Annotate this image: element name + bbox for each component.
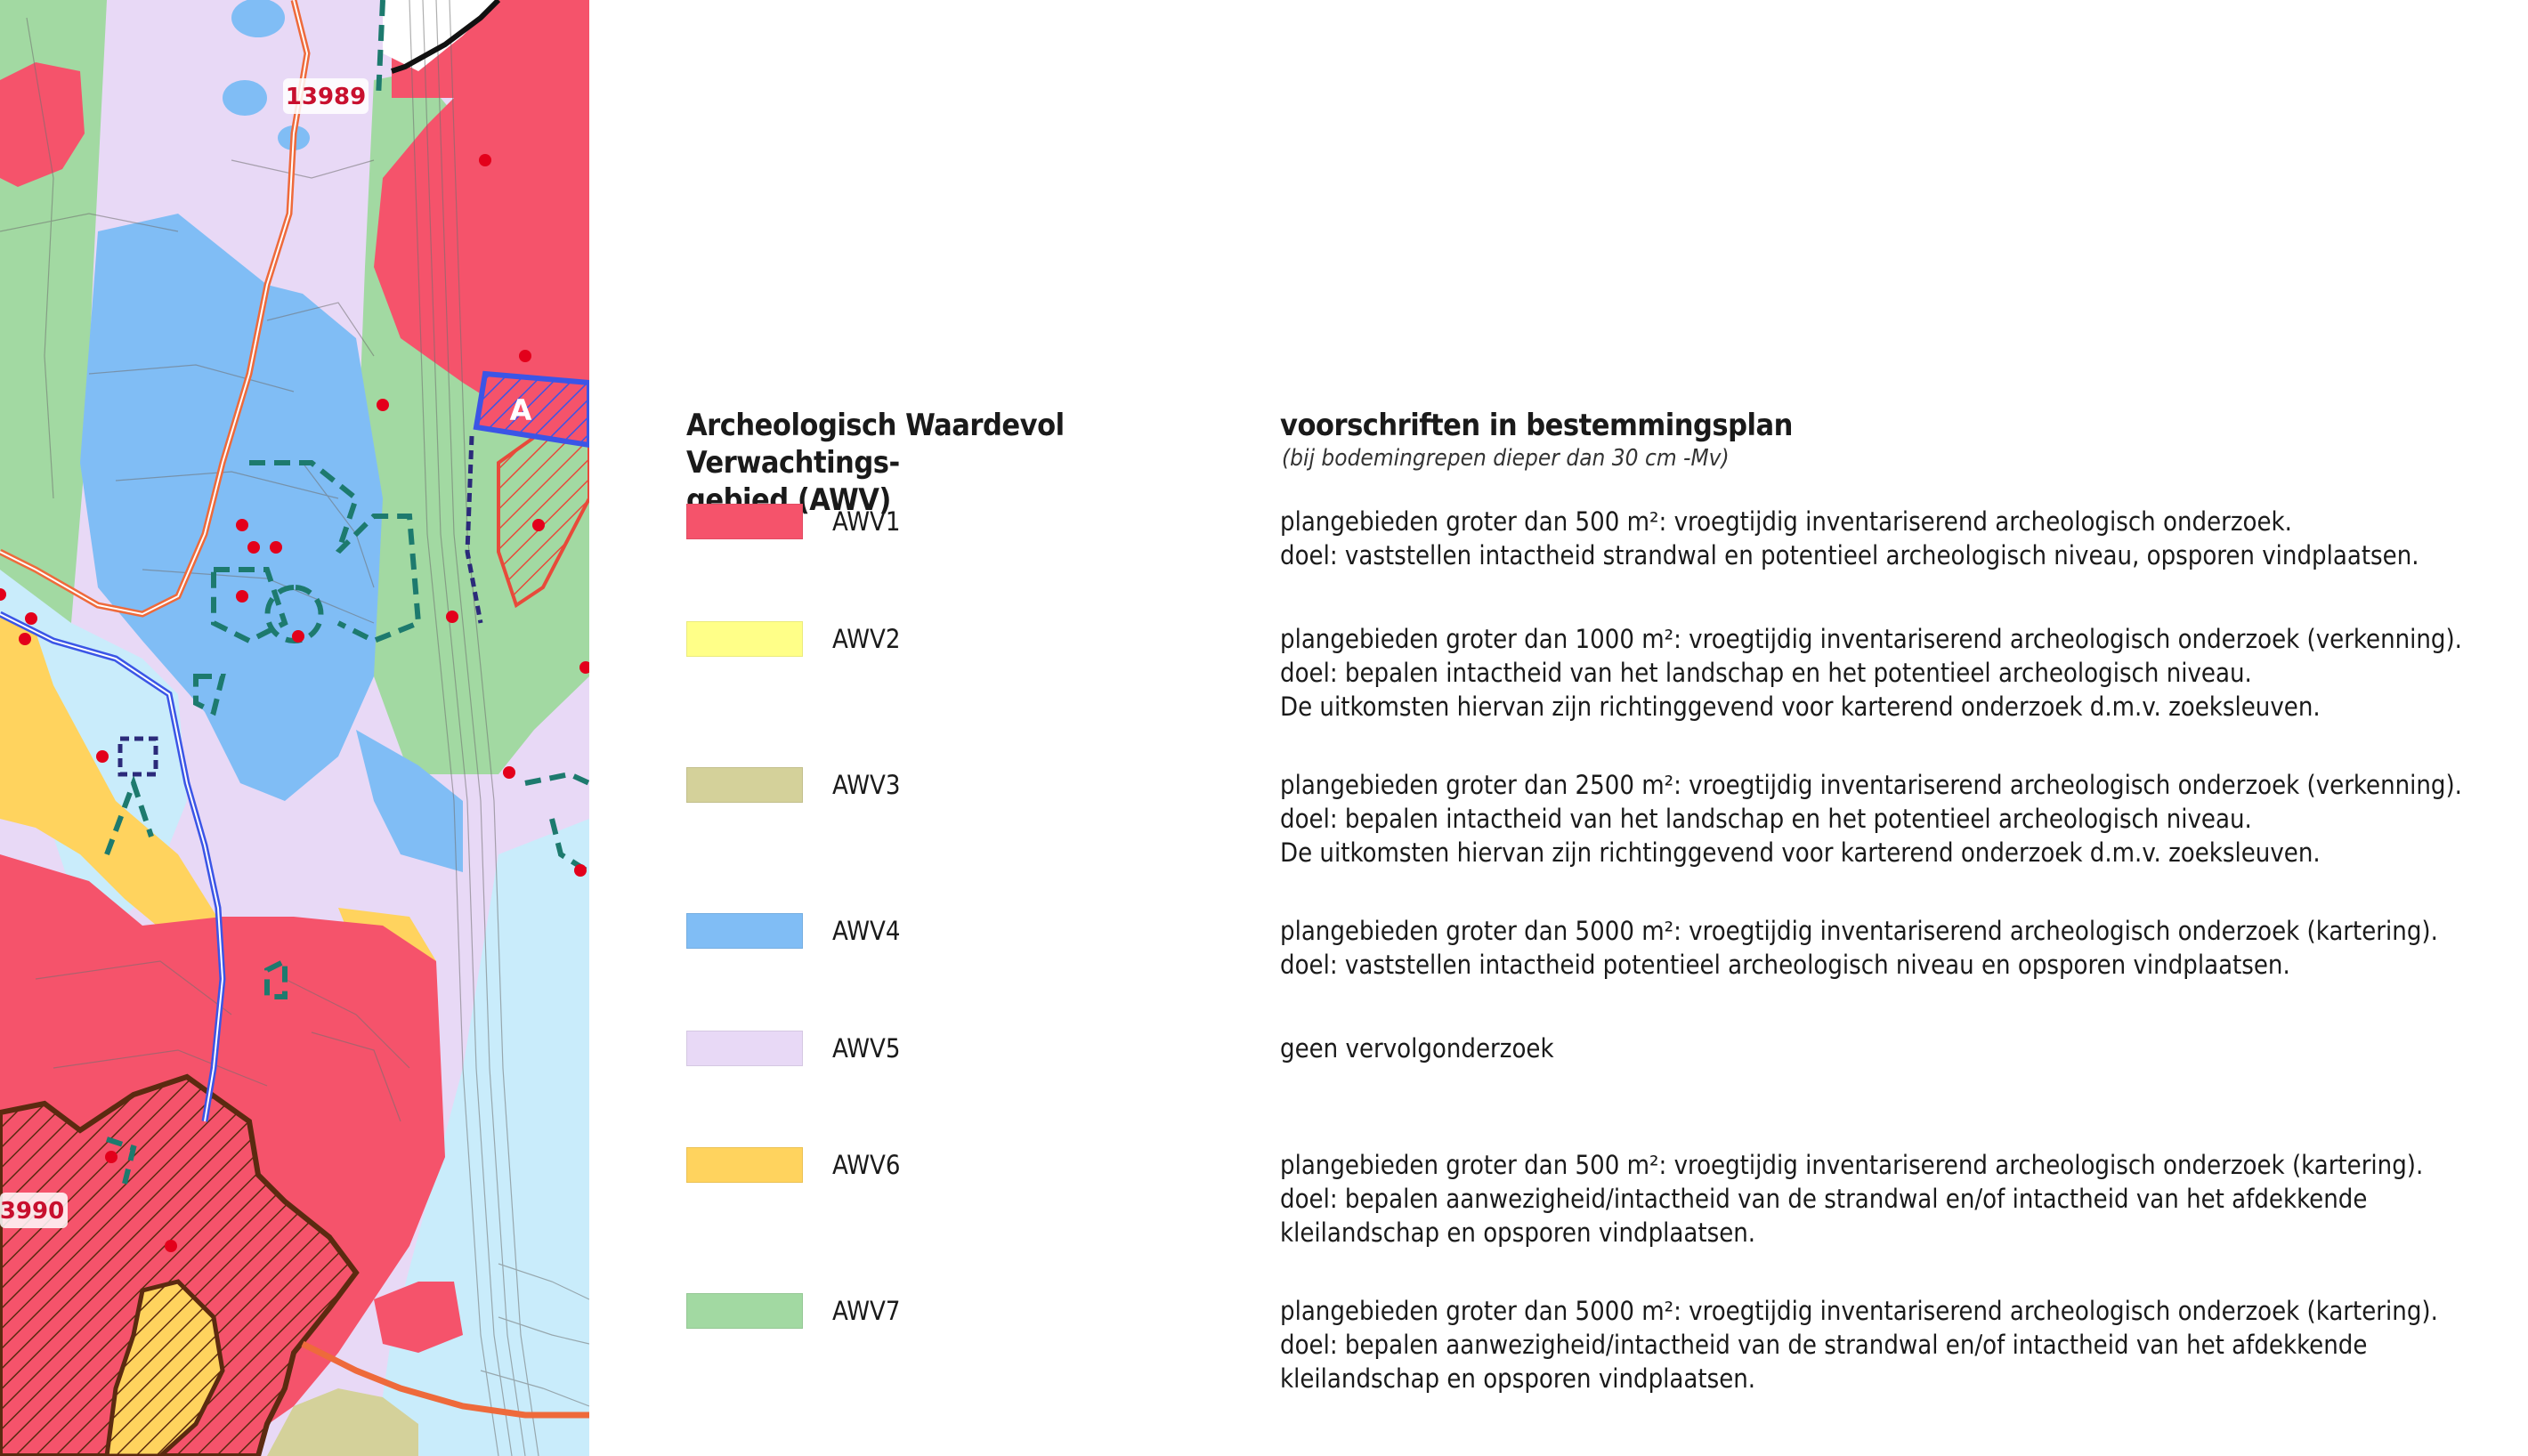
description-line: doel: bepalen intactheid van het landsch…	[1280, 658, 2252, 688]
svg-text:A: A	[510, 393, 532, 427]
description-line: plangebieden groter dan 500 m²: vroegtij…	[1280, 1150, 2424, 1180]
zone-awv4-lower	[356, 730, 463, 872]
zone-a-hatched	[473, 370, 589, 449]
description-line: doel: vaststellen intactheid potentieel …	[1280, 950, 2290, 980]
description-line: doel: bepalen aanwezigheid/intactheid va…	[1280, 1330, 2368, 1360]
swatch-awv6	[686, 1147, 803, 1183]
legend-code: AWV6	[832, 1150, 901, 1180]
zone-awv1-topleft	[0, 62, 85, 187]
find-spot-dots	[0, 154, 589, 1252]
legend-code: AWV2	[832, 624, 901, 654]
zone-hatched-yellow	[104, 1279, 225, 1456]
street-lines	[0, 0, 589, 1456]
swatch-awv2	[686, 621, 803, 657]
orange-boundary-road-inner	[0, 0, 309, 616]
swatch-awv1	[686, 504, 803, 539]
svg-text:13989: 13989	[286, 84, 366, 110]
dashed-navy-zone-a	[465, 435, 483, 624]
description-line: doel: vaststellen intactheid strandwal e…	[1280, 540, 2419, 570]
legend-code: AWV7	[832, 1296, 901, 1326]
dashed-teal-boundaries	[104, 0, 589, 1185]
label-13989: 13989	[283, 78, 369, 114]
legend-description: geen vervolgonderzoek	[1280, 1031, 2522, 1065]
zone-awv3-bottom	[267, 1388, 418, 1456]
legend-description: plangebieden groter dan 500 m²: vroegtij…	[1280, 1148, 2522, 1250]
description-line: plangebieden groter dan 5000 m²: vroegti…	[1280, 916, 2438, 946]
legend-title-line1: Archeologisch Waardevol Verwachtings-	[686, 408, 1065, 481]
description-line: plangebieden groter dan 500 m²: vroegtij…	[1280, 506, 2292, 537]
description-line: kleilandschap en opsporen vindplaatsen.	[1280, 1363, 1756, 1394]
orange-boundary-bottom	[301, 1340, 589, 1419]
zone-awv1-bottom-right	[374, 1282, 463, 1353]
map-canvas: 13989 3990 A	[0, 0, 589, 1456]
legend-code: AWV4	[832, 916, 901, 946]
zone-awv4-main	[80, 214, 383, 801]
legend-code: AWV3	[832, 770, 901, 800]
legend-description: plangebieden groter dan 5000 m²: vroegti…	[1280, 914, 2522, 982]
description-line: plangebieden groter dan 5000 m²: vroegti…	[1280, 1296, 2438, 1326]
black-boundary-top	[391, 0, 501, 74]
pond-blob-1	[231, 0, 285, 37]
blue-boundary-road-inner	[0, 613, 224, 1122]
description-line: plangebieden groter dan 1000 m²: vroegti…	[1280, 624, 2462, 654]
zone-hatched-brown	[0, 1073, 360, 1456]
description-line: De uitkomsten hiervan zijn richtinggeven…	[1280, 837, 2321, 868]
swatch-awv7	[686, 1293, 803, 1329]
legend-description: plangebieden groter dan 5000 m²: vroegti…	[1280, 1294, 2522, 1395]
legend-description: plangebieden groter dan 500 m²: vroegtij…	[1280, 505, 2522, 572]
description-line: doel: bepalen intactheid van het landsch…	[1280, 804, 2252, 834]
label-3990: 3990	[0, 1193, 68, 1228]
legend-title: Archeologisch Waardevol Verwachtings- ge…	[686, 407, 1238, 519]
archaeology-map: 13989 3990 A	[0, 0, 589, 1456]
description-line: De uitkomsten hiervan zijn richtinggeven…	[1280, 692, 2321, 722]
pond-blob-2	[223, 80, 267, 116]
rules-subheading: (bij bodemingrepen dieper dan 30 cm -Mv)	[1282, 445, 1730, 472]
legend-code: AWV1	[832, 506, 901, 537]
description-line: kleilandschap en opsporen vindplaatsen.	[1280, 1217, 1756, 1248]
swatch-awv5	[686, 1031, 803, 1066]
rules-heading: voorschriften in bestemmingsplan	[1280, 408, 1793, 443]
legend-description: plangebieden groter dan 1000 m²: vroegti…	[1280, 622, 2522, 724]
dashed-navy-small	[117, 736, 158, 777]
swatch-awv4	[686, 913, 803, 949]
description-line: plangebieden groter dan 2500 m²: vroegti…	[1280, 770, 2462, 800]
zone-awv1-topright	[374, 0, 589, 463]
description-line: geen vervolgonderzoek	[1280, 1033, 1554, 1064]
label-zone-a: A	[510, 393, 532, 427]
svg-text:3990: 3990	[0, 1198, 64, 1225]
legend-code: AWV5	[832, 1033, 901, 1064]
description-line: doel: bepalen aanwezigheid/intactheid va…	[1280, 1184, 2368, 1214]
swatch-awv3	[686, 767, 803, 803]
legend-description: plangebieden groter dan 2500 m²: vroegti…	[1280, 768, 2522, 870]
zone-awv6-left	[0, 614, 231, 961]
